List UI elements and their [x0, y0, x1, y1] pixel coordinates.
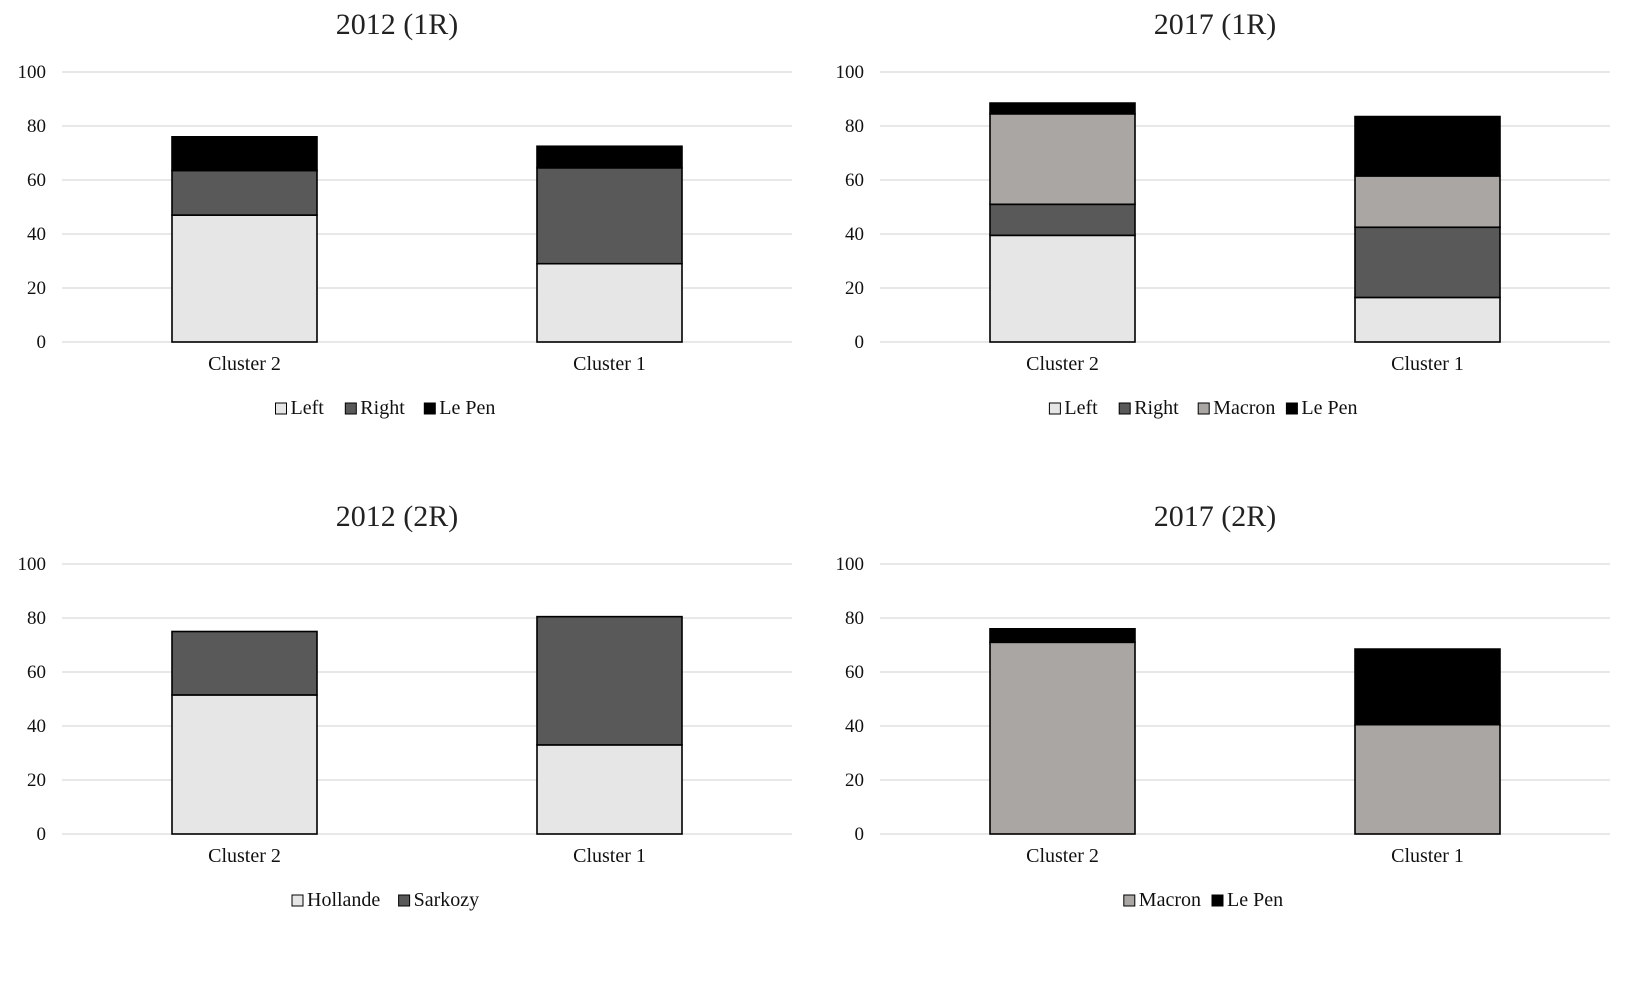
legend-swatch-left [275, 402, 287, 415]
bar-segment-macron-cluster-2 [989, 113, 1136, 206]
bar-segment-le-pen-cluster-1 [1354, 115, 1501, 177]
legend: Left Right Macron Le Pen [1048, 397, 1357, 419]
legend-swatch-macron [1197, 402, 1210, 415]
bar-segment-le-pen-cluster-1 [536, 145, 683, 169]
bar-segment-left-cluster-2 [989, 234, 1136, 343]
legend-label: Le Pen [1301, 397, 1357, 419]
y-tick-label: 20 [845, 770, 864, 791]
bar-segment-right-cluster-1 [536, 167, 683, 265]
y-tick-label: 60 [845, 662, 864, 683]
bar-segment-le-pen-cluster-2 [989, 628, 1136, 644]
y-tick-label: 60 [27, 662, 46, 683]
legend-swatch-right [344, 402, 357, 415]
bar-segment-sarkozy-cluster-2 [171, 630, 318, 696]
legend-swatch-right [1118, 402, 1131, 415]
bar-segment-right-cluster-2 [171, 169, 318, 216]
legend-swatch-hollande [291, 894, 304, 907]
x-category-label: Cluster 1 [1391, 353, 1464, 375]
chart-svg: 2012 (2R) 0 20 40 60 80 100 Cluster 2 Cluster 1 H… [18, 500, 792, 911]
legend: Hollande Sarkozy [291, 889, 480, 911]
bar-segment-macron-cluster-1 [1354, 175, 1501, 229]
legend-swatch-macron [1123, 894, 1136, 907]
chart-title: 2012 (1R) [336, 8, 459, 41]
chart-2012-1r: 2012 (1R) 0 20 40 60 80 100 Cluster 2 Cluster 1 L… [0, 0, 818, 492]
y-tick-label: 60 [27, 170, 46, 191]
x-category-label: Cluster 2 [1026, 845, 1099, 867]
y-tick-label: 100 [836, 554, 865, 575]
legend-swatch-sarkozy [398, 894, 411, 907]
legend: Macron Le Pen [1123, 889, 1283, 911]
y-tick-label: 20 [845, 278, 864, 299]
bar-segment-macron-cluster-2 [989, 641, 1136, 835]
bar-segment-right-cluster-1 [1354, 226, 1501, 299]
chart-title: 2017 (2R) [1154, 500, 1277, 533]
chart-title: 2012 (2R) [336, 500, 459, 533]
legend-label: Left [291, 397, 325, 419]
y-tick-label: 100 [18, 62, 47, 83]
y-tick-label: 40 [27, 224, 46, 245]
legend-label: Le Pen [439, 397, 495, 419]
legend-swatch-le-pen [1211, 894, 1224, 907]
bar-segment-le-pen-cluster-2 [989, 102, 1136, 115]
y-tick-label: 40 [845, 716, 864, 737]
y-tick-label: 100 [836, 62, 865, 83]
legend-label: Hollande [307, 889, 380, 911]
legend-label: Macron [1139, 889, 1201, 911]
x-category-label: Cluster 2 [1026, 353, 1099, 375]
y-tick-label: 0 [37, 824, 47, 845]
x-category-label: Cluster 2 [208, 353, 281, 375]
legend-swatch-left [1048, 402, 1061, 415]
bar-segment-left-cluster-2 [171, 214, 318, 343]
legend-label: Macron [1213, 397, 1275, 419]
legend-swatch-le-pen [423, 402, 436, 415]
chart-2012-2r: 2012 (2R) 0 20 40 60 80 100 Cluster 2 Cluster 1 H… [0, 492, 818, 984]
x-category-label: Cluster 1 [573, 353, 646, 375]
y-tick-label: 80 [845, 608, 864, 629]
y-tick-label: 40 [845, 224, 864, 245]
bar-segment-le-pen-cluster-1 [1354, 648, 1501, 726]
y-tick-label: 80 [27, 116, 46, 137]
y-tick-label: 0 [855, 824, 865, 845]
y-tick-label: 20 [27, 278, 46, 299]
bar-segment-sarkozy-cluster-1 [536, 615, 683, 746]
y-tick-label: 0 [37, 332, 47, 353]
chart-svg: 2017 (1R) 0 20 40 60 80 100 Cluster 2 Cluster 1 L… [836, 8, 1610, 419]
bar-segment-macron-cluster-1 [1354, 723, 1501, 835]
chart-2017-2r: 2017 (2R) 0 20 40 60 80 100 Cluster 2 Cluster 1 M… [818, 492, 1636, 984]
y-tick-label: 20 [27, 770, 46, 791]
y-tick-label: 80 [845, 116, 864, 137]
bar-segment-hollande-cluster-2 [171, 694, 318, 835]
legend-label: Right [1134, 397, 1179, 419]
bar-segment-right-cluster-2 [989, 203, 1136, 237]
x-category-label: Cluster 2 [208, 845, 281, 867]
legend-label: Right [360, 397, 405, 419]
legend-label: Left [1064, 397, 1098, 419]
chart-svg: 2012 (1R) 0 20 40 60 80 100 Cluster 2 Cluster 1 L… [18, 8, 792, 419]
chart-svg: 2017 (2R) 0 20 40 60 80 100 Cluster 2 Cluster 1 M… [836, 500, 1610, 911]
bar-segment-left-cluster-1 [1354, 296, 1501, 343]
y-tick-label: 60 [845, 170, 864, 191]
y-tick-label: 80 [27, 608, 46, 629]
legend: Left Right Le Pen [275, 397, 495, 419]
bar-segment-le-pen-cluster-2 [171, 136, 318, 172]
y-tick-label: 40 [27, 716, 46, 737]
legend-swatch-le-pen [1285, 402, 1298, 415]
bar-segment-hollande-cluster-1 [536, 744, 683, 835]
chart-2017-1r: 2017 (1R) 0 20 40 60 80 100 Cluster 2 Cluster 1 L… [818, 0, 1636, 492]
y-tick-label: 100 [18, 554, 47, 575]
x-category-label: Cluster 1 [1391, 845, 1464, 867]
legend-label: Le Pen [1227, 889, 1283, 911]
legend-label: Sarkozy [414, 889, 480, 911]
x-category-label: Cluster 1 [573, 845, 646, 867]
y-tick-label: 0 [855, 332, 865, 353]
bar-segment-left-cluster-1 [536, 262, 683, 343]
chart-title: 2017 (1R) [1154, 8, 1277, 41]
